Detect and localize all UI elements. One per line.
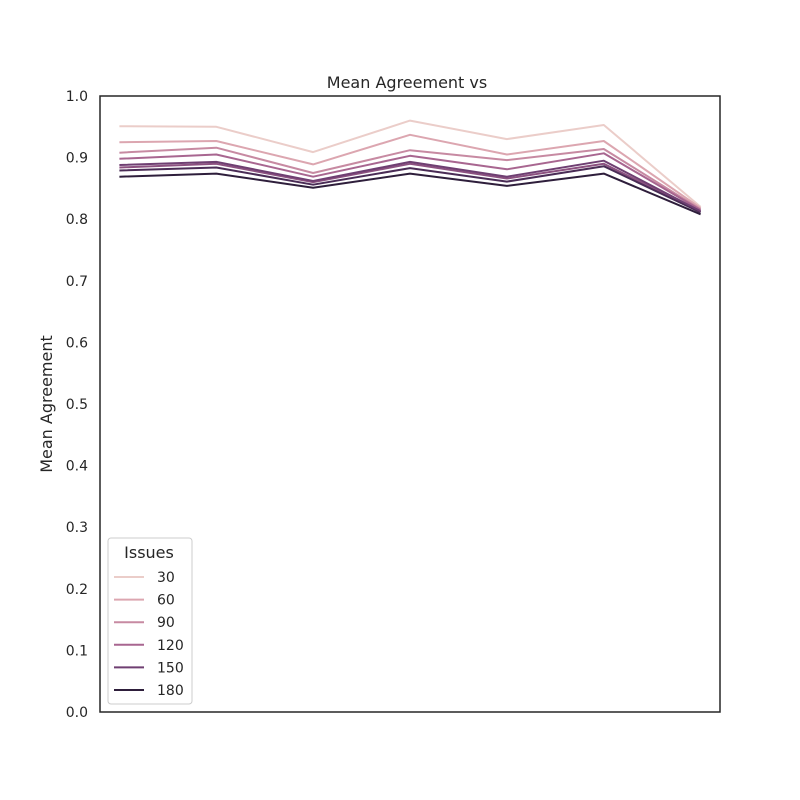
chart-title: Mean Agreement vs — [327, 73, 487, 92]
plot-frame — [99, 95, 721, 713]
y-tick-label: 1.0 — [66, 89, 88, 105]
series-line-60 — [119, 133, 702, 209]
legend-box — [107, 537, 193, 705]
legend-label: 150 — [157, 660, 184, 676]
legend-title: Issues — [124, 543, 174, 562]
series-line-30 — [119, 119, 702, 208]
legend-label: 30 — [157, 570, 175, 586]
legend-label: 90 — [157, 615, 175, 631]
series-line-180 — [119, 172, 701, 216]
y-axis-label: Mean Agreement — [37, 335, 56, 473]
y-tick-label: 0.6 — [66, 335, 88, 351]
legend-label: 180 — [157, 683, 184, 699]
y-tick-label: 0.0 — [66, 705, 88, 721]
plot-area — [100, 96, 720, 712]
y-tick-label: 0.1 — [66, 643, 88, 659]
y-tick-label: 0.8 — [66, 212, 88, 228]
series-line — [119, 162, 702, 213]
legend: Issues 30 60 90 120 150 180 — [107, 537, 193, 705]
series-lines — [119, 119, 702, 216]
series-line-120 — [119, 152, 702, 211]
y-tick-label: 0.7 — [66, 274, 88, 290]
y-tick-label: 0.3 — [66, 520, 88, 536]
series-line-90 — [119, 146, 702, 211]
y-tick-label: 0.9 — [66, 151, 88, 167]
y-axis: 0.0 0.1 0.2 0.3 0.4 0.5 0.6 0.7 0.8 0.9 1.0 — [66, 89, 88, 721]
legend-label: 120 — [157, 638, 184, 654]
series-line — [119, 165, 702, 214]
legend-label: 60 — [157, 593, 175, 609]
y-tick-label: 0.4 — [66, 459, 88, 475]
y-tick-label: 0.2 — [66, 582, 88, 598]
legend-items: 30 60 90 120 150 180 — [114, 570, 184, 699]
series-line-150 — [119, 159, 702, 213]
y-tick-label: 0.5 — [66, 397, 88, 413]
